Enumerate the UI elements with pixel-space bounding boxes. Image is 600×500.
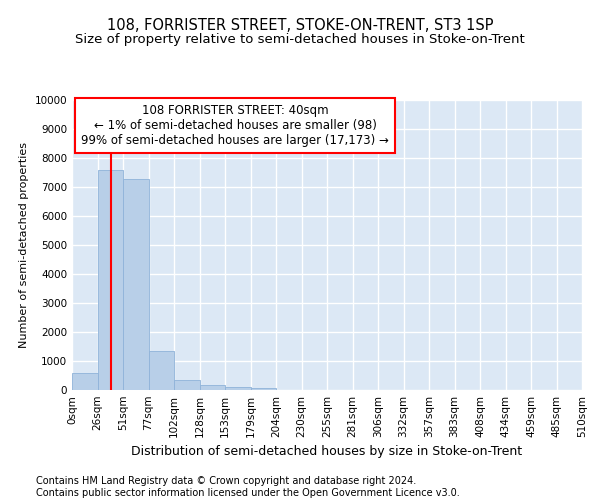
Text: 108, FORRISTER STREET, STOKE-ON-TRENT, ST3 1SP: 108, FORRISTER STREET, STOKE-ON-TRENT, S… <box>107 18 493 32</box>
Bar <box>97 170 123 390</box>
Text: Size of property relative to semi-detached houses in Stoke-on-Trent: Size of property relative to semi-detach… <box>75 32 525 46</box>
X-axis label: Distribution of semi-detached houses by size in Stoke-on-Trent: Distribution of semi-detached houses by … <box>131 446 523 458</box>
Bar <box>72 373 97 390</box>
Text: 108 FORRISTER STREET: 40sqm
← 1% of semi-detached houses are smaller (98)
99% of: 108 FORRISTER STREET: 40sqm ← 1% of semi… <box>81 104 389 148</box>
Bar <box>123 179 149 390</box>
Text: Contains HM Land Registry data © Crown copyright and database right 2024.
Contai: Contains HM Land Registry data © Crown c… <box>36 476 460 498</box>
Bar <box>225 386 251 390</box>
Bar <box>149 351 174 390</box>
Bar <box>251 388 276 390</box>
Bar <box>199 385 225 390</box>
Bar <box>174 380 199 390</box>
Y-axis label: Number of semi-detached properties: Number of semi-detached properties <box>19 142 29 348</box>
